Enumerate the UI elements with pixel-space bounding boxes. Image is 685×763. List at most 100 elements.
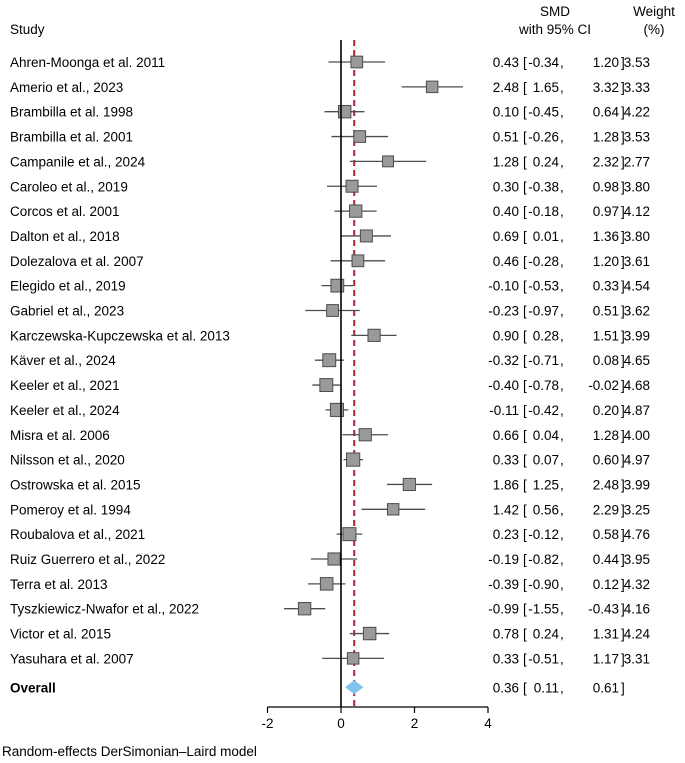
ci-comma: , bbox=[560, 353, 564, 368]
study-marker bbox=[359, 229, 373, 243]
ci-lower: -0.78 bbox=[528, 378, 559, 393]
study-marker bbox=[297, 602, 312, 616]
study-marker bbox=[326, 304, 339, 317]
x-axis-tick-label: 0 bbox=[337, 716, 345, 731]
weight-value: 4.54 bbox=[624, 279, 651, 294]
ci-comma: , bbox=[560, 627, 564, 642]
ci-bracket-close: ] bbox=[621, 353, 625, 368]
ci-comma: , bbox=[560, 453, 564, 468]
smd-value: 0.33 bbox=[493, 651, 519, 666]
weight-value: 3.25 bbox=[624, 502, 650, 517]
study-label: Keeler et al., 2024 bbox=[10, 403, 120, 418]
study-label: Brambilla et al. 2001 bbox=[10, 130, 133, 145]
smd-value: 2.48 bbox=[493, 80, 519, 95]
ci-bracket-open: [ bbox=[523, 403, 527, 418]
ci-bracket-close: ] bbox=[621, 453, 625, 468]
x-axis-tick-label: 4 bbox=[484, 716, 492, 731]
ci-lower: 1.65 bbox=[533, 80, 559, 95]
weight-value: 2.77 bbox=[624, 154, 650, 169]
study-label: Pomeroy et al. 1994 bbox=[10, 502, 131, 517]
ci-lower: -0.71 bbox=[528, 353, 559, 368]
ci-bracket-close: ] bbox=[621, 80, 625, 95]
study-marker bbox=[358, 428, 372, 442]
ci-bracket-open: [ bbox=[523, 328, 527, 343]
smd-value: -0.19 bbox=[488, 552, 519, 567]
weight-value: 3.53 bbox=[624, 130, 650, 145]
overall-diamond bbox=[345, 680, 364, 695]
ci-bracket-close: ] bbox=[621, 651, 625, 666]
smd-value: 0.90 bbox=[493, 328, 519, 343]
ci-lower: 1.25 bbox=[533, 477, 559, 492]
ci-lower: -0.45 bbox=[528, 105, 559, 120]
ci-bracket-open: [ bbox=[523, 254, 527, 269]
weight-value: 4.68 bbox=[624, 378, 650, 393]
ci-comma: , bbox=[560, 204, 564, 219]
smd-value: -0.23 bbox=[488, 304, 519, 319]
ci-lower: -0.34 bbox=[528, 55, 559, 70]
weight-value: 4.87 bbox=[624, 403, 650, 418]
study-marker bbox=[345, 179, 359, 193]
ci-upper: 1.36 bbox=[593, 229, 619, 244]
ci-bracket-close: ] bbox=[621, 304, 625, 319]
ci-upper: 0.33 bbox=[593, 279, 619, 294]
smd-value: 0.78 bbox=[493, 627, 519, 642]
header-weight-unit: (%) bbox=[644, 22, 665, 37]
x-axis-tick-label: 2 bbox=[411, 716, 419, 731]
ci-upper: 1.31 bbox=[593, 627, 619, 642]
smd-value: 0.40 bbox=[493, 204, 519, 219]
study-marker bbox=[319, 378, 334, 393]
ci-upper: 2.48 bbox=[593, 477, 619, 492]
study-label: Karczewska-Kupczewska et al. 2013 bbox=[10, 328, 230, 343]
smd-value: -0.99 bbox=[488, 602, 519, 617]
study-marker bbox=[367, 328, 381, 342]
ci-bracket-open: [ bbox=[523, 154, 527, 169]
ci-upper: 3.32 bbox=[593, 80, 619, 95]
smd-value: -0.39 bbox=[488, 577, 519, 592]
header-weight: Weight bbox=[633, 4, 675, 19]
ci-comma: , bbox=[560, 651, 564, 666]
ci-bracket-close: ] bbox=[621, 154, 625, 169]
ci-comma: , bbox=[560, 80, 564, 95]
ci-bracket-open: [ bbox=[523, 378, 527, 393]
ci-upper: 2.29 bbox=[593, 502, 619, 517]
ci-upper: 2.32 bbox=[593, 154, 619, 169]
footnote: Random-effects DerSimonian–Laird model bbox=[2, 744, 257, 759]
study-label: Dolezalova et al. 2007 bbox=[10, 254, 144, 269]
ci-comma: , bbox=[560, 428, 564, 443]
smd-value: 0.66 bbox=[493, 428, 519, 443]
study-label: Victor et al. 2015 bbox=[10, 627, 111, 642]
ci-lower: -0.53 bbox=[528, 279, 559, 294]
ci-bracket-open: [ bbox=[523, 577, 527, 592]
study-marker bbox=[322, 353, 337, 368]
weight-value: 3.53 bbox=[624, 55, 650, 70]
ci-comma: , bbox=[560, 378, 564, 393]
ci-bracket-open: [ bbox=[523, 179, 527, 194]
ci-lower: -0.38 bbox=[528, 179, 559, 194]
ci-upper: 0.44 bbox=[593, 552, 620, 567]
ci-upper: 1.28 bbox=[593, 130, 619, 145]
smd-value: 0.51 bbox=[493, 130, 519, 145]
study-label: Roubalova et al., 2021 bbox=[10, 527, 145, 542]
study-label: Ahren-Moonga et al. 2011 bbox=[10, 55, 165, 70]
ci-upper: 0.64 bbox=[593, 105, 620, 120]
smd-value: -0.40 bbox=[488, 378, 519, 393]
ci-bracket-close: ] bbox=[621, 602, 625, 617]
ci-comma: , bbox=[560, 403, 564, 418]
ci-bracket-close: ] bbox=[621, 577, 625, 592]
ci-bracket-open: [ bbox=[523, 453, 527, 468]
ci-comma: , bbox=[560, 55, 564, 70]
smd-value: 1.42 bbox=[493, 502, 519, 517]
ci-bracket-open: [ bbox=[523, 651, 527, 666]
ci-bracket-close: ] bbox=[621, 105, 625, 120]
ci-comma: , bbox=[560, 304, 564, 319]
study-label: Misra et al. 2006 bbox=[10, 428, 110, 443]
smd-value: 1.28 bbox=[493, 154, 519, 169]
weight-value: 4.76 bbox=[624, 527, 650, 542]
ci-bracket-open: [ bbox=[523, 477, 527, 492]
overall-ci-bracket-close: ] bbox=[621, 680, 625, 695]
study-label: Dalton et al., 2018 bbox=[10, 229, 120, 244]
smd-value: 0.30 bbox=[493, 179, 519, 194]
study-label: Corcos et al. 2001 bbox=[10, 204, 120, 219]
ci-comma: , bbox=[560, 279, 564, 294]
smd-value: 0.10 bbox=[493, 105, 519, 120]
